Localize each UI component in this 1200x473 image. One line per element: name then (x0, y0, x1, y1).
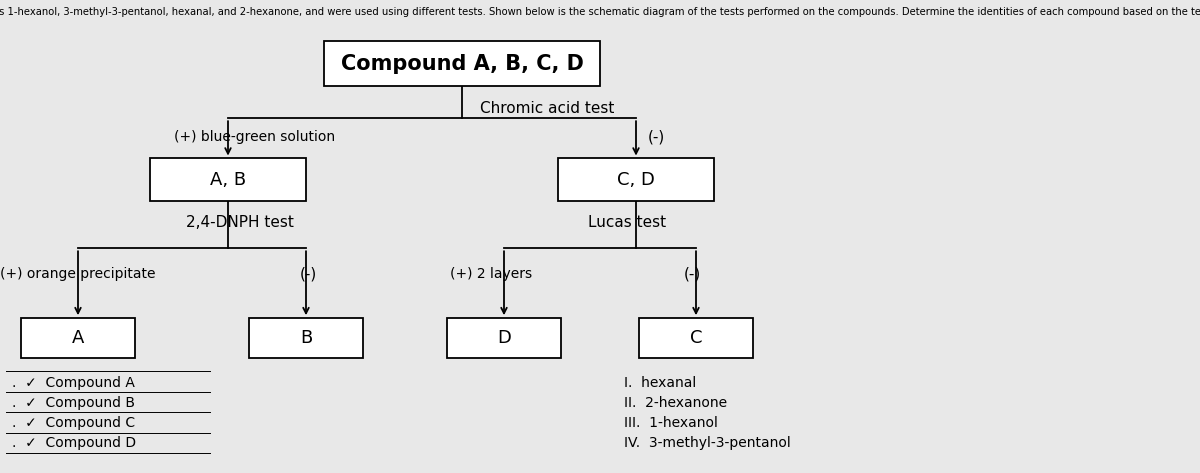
FancyBboxPatch shape (150, 158, 306, 201)
Text: B: B (300, 329, 312, 347)
FancyBboxPatch shape (640, 318, 754, 359)
Text: C: C (690, 329, 702, 347)
Text: .  ✓  Compound D: . ✓ Compound D (12, 436, 136, 450)
FancyBboxPatch shape (446, 318, 562, 359)
Text: IV.  3-methyl-3-pentanol: IV. 3-methyl-3-pentanol (624, 436, 791, 450)
FancyBboxPatch shape (22, 318, 134, 359)
Text: Lucas test: Lucas test (588, 215, 666, 230)
FancyBboxPatch shape (250, 318, 364, 359)
Text: III.  1-hexanol: III. 1-hexanol (624, 416, 718, 430)
Text: A: A (72, 329, 84, 347)
Text: (-): (-) (648, 130, 665, 145)
Text: (+) orange precipitate: (+) orange precipitate (0, 267, 156, 281)
Text: A, B: A, B (210, 171, 246, 189)
Text: The compounds 1-hexanol, 3-methyl-3-pentanol, hexanal, and 2-hexanone, and were : The compounds 1-hexanol, 3-methyl-3-pent… (0, 7, 1200, 17)
Text: C, D: C, D (617, 171, 655, 189)
Text: I.  hexanal: I. hexanal (624, 376, 696, 390)
Text: 2,4-DNPH test: 2,4-DNPH test (186, 215, 294, 230)
Text: (-): (-) (300, 267, 317, 282)
Text: .  ✓  Compound B: . ✓ Compound B (12, 396, 134, 410)
Text: (+) 2 layers: (+) 2 layers (450, 267, 532, 281)
Text: II.  2-hexanone: II. 2-hexanone (624, 396, 727, 410)
FancyBboxPatch shape (558, 158, 714, 201)
Text: Compound A, B, C, D: Compound A, B, C, D (341, 54, 583, 74)
FancyBboxPatch shape (324, 42, 600, 86)
Text: (+) blue-green solution: (+) blue-green solution (174, 130, 335, 144)
Text: .  ✓  Compound C: . ✓ Compound C (12, 416, 136, 430)
Text: Chromic acid test: Chromic acid test (480, 101, 614, 116)
Text: (-): (-) (684, 267, 701, 282)
Text: .  ✓  Compound A: . ✓ Compound A (12, 376, 134, 390)
Text: D: D (497, 329, 511, 347)
